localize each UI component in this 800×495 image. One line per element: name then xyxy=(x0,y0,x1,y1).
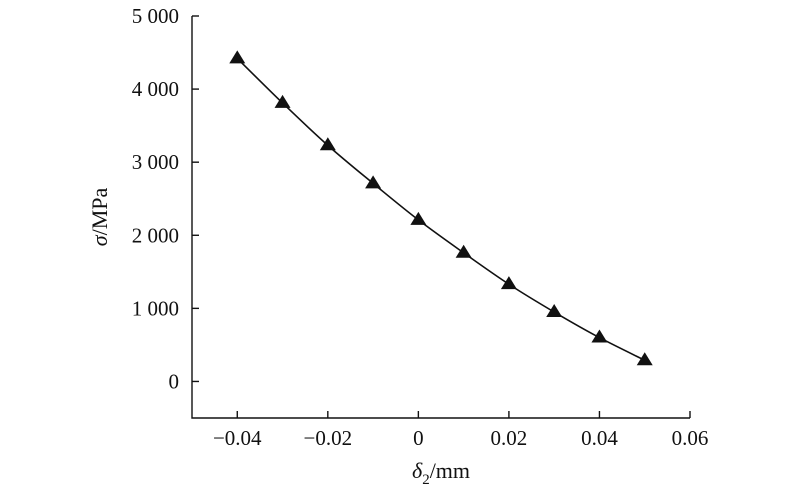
y-tick-label: 2 000 xyxy=(132,223,179,247)
x-tick-label: −0.04 xyxy=(213,426,262,450)
axis-frame xyxy=(191,16,690,419)
data-point-marker xyxy=(636,352,653,366)
y-ticks: 0 1 000 2 000 3 000 4 000 5 000 xyxy=(132,4,199,393)
x-axis-symbol: δ xyxy=(412,458,423,483)
x-axis-subscript: 2 xyxy=(422,472,430,488)
x-tick-label: 0.06 xyxy=(672,426,709,450)
x-tick-label: 0.02 xyxy=(491,426,528,450)
y-axis-unit: /MPa xyxy=(87,188,112,236)
x-tick-label: 0 xyxy=(413,426,424,450)
data-point-marker xyxy=(591,329,608,343)
x-tick-label: −0.02 xyxy=(304,426,353,450)
y-tick-label: 3 000 xyxy=(132,150,179,174)
data-point-marker xyxy=(455,244,472,258)
data-point-marker xyxy=(546,303,563,317)
series-line xyxy=(236,57,646,361)
y-axis-label: σ/MPa xyxy=(87,188,112,247)
data-point-marker xyxy=(365,175,382,189)
data-point-marker xyxy=(229,50,246,64)
x-axis-unit: /mm xyxy=(430,458,470,483)
series xyxy=(229,50,653,366)
data-point-marker xyxy=(500,276,517,290)
x-tick-label: 0.04 xyxy=(581,426,618,450)
x-axis-label: δ2/mm xyxy=(412,458,470,488)
axes xyxy=(191,16,690,419)
x-ticks: −0.04 −0.02 0 0.02 0.04 0.06 xyxy=(213,411,708,450)
y-tick-label: 5 000 xyxy=(132,4,179,28)
data-point-marker xyxy=(319,137,336,151)
y-axis-symbol: σ xyxy=(87,234,112,246)
data-point-marker xyxy=(274,94,291,108)
y-tick-label: 4 000 xyxy=(132,77,179,101)
markers xyxy=(229,50,653,366)
y-tick-label: 0 xyxy=(169,369,180,393)
data-point-marker xyxy=(410,211,427,225)
y-tick-label: 1 000 xyxy=(132,296,179,320)
